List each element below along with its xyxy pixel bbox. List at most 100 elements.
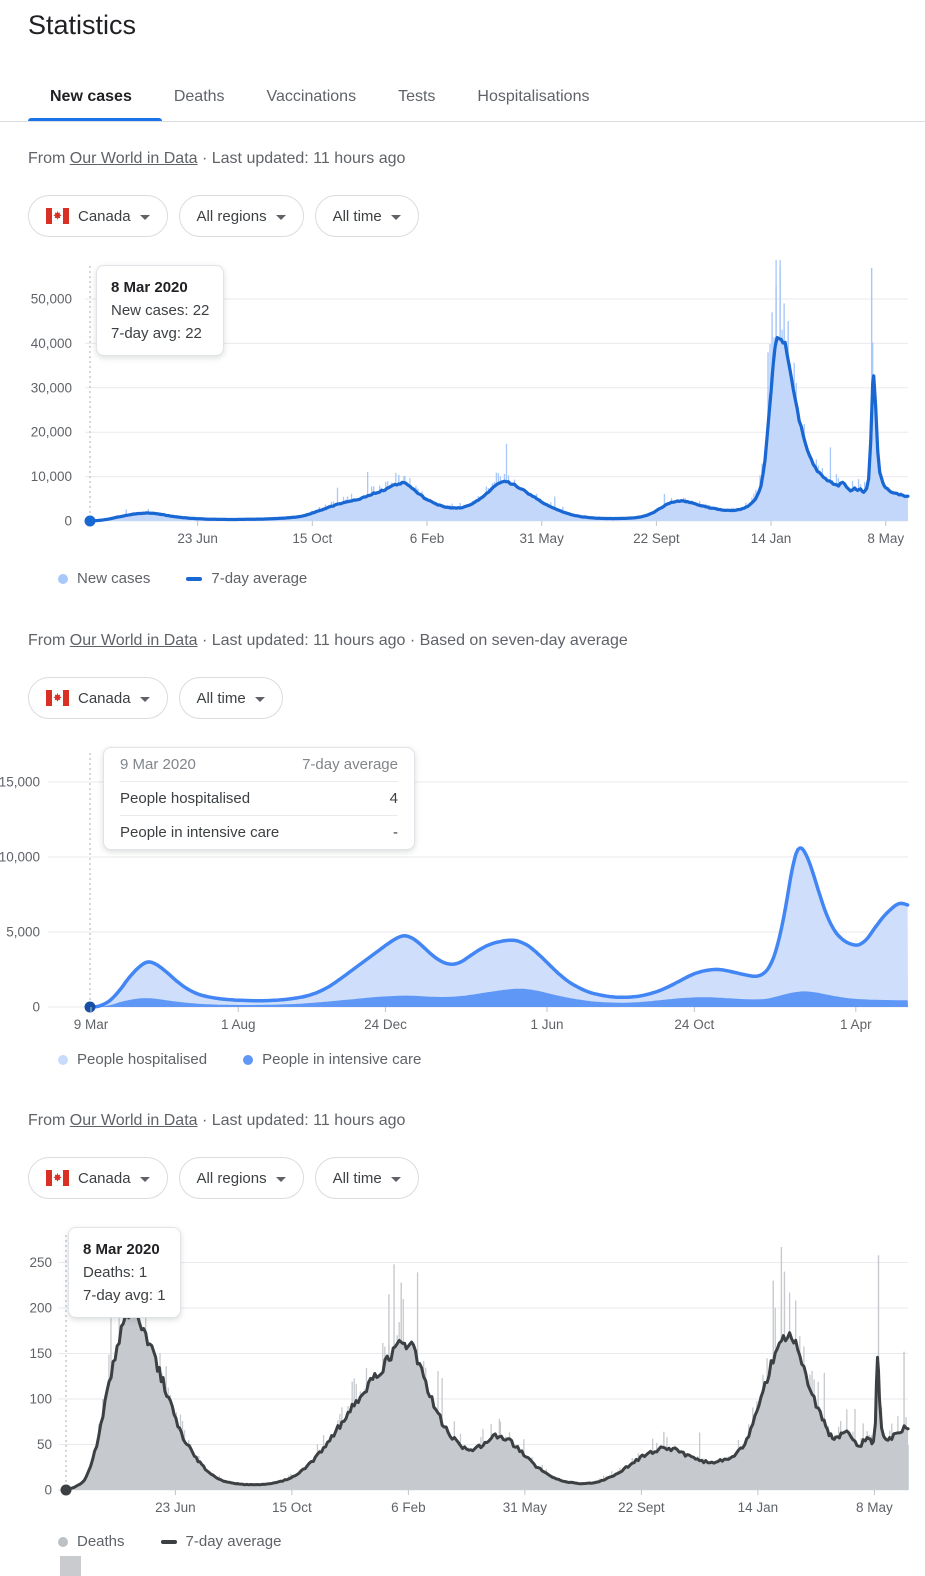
x-axis-label: 24 Dec (364, 1017, 407, 1032)
x-axis-label: 15 Oct (272, 1500, 312, 1515)
y-axis-label: 0 (64, 514, 72, 529)
y-axis-label: 50,000 (31, 292, 72, 307)
canada-flag-icon (45, 689, 70, 707)
region-dropdown[interactable]: All regions (178, 195, 304, 237)
daily-bar-spike (903, 1351, 905, 1490)
tab-vaccinations[interactable]: Vaccinations (266, 88, 357, 105)
x-axis-label: 6 Feb (391, 1500, 426, 1515)
source-line-2: From Our World in Data · Last updated: 1… (28, 632, 628, 650)
source-suffix: · Last updated: 11 hours ago · Based on … (201, 632, 628, 649)
x-axis-label: 8 May (867, 531, 904, 546)
y-axis-label: 15,000 (0, 775, 40, 790)
time-dropdown[interactable]: All time (314, 1157, 419, 1199)
source-prefix: From (28, 150, 66, 167)
tab-hospitalisations[interactable]: Hospitalisations (477, 88, 590, 105)
legend-dot-icon (58, 1536, 68, 1547)
legend-label: New cases (77, 570, 151, 587)
legend-item: 7-day average (186, 570, 307, 587)
filter-row-3: Canada All regions All time (28, 1157, 419, 1199)
tab-tests[interactable]: Tests (398, 88, 436, 105)
chevron-down-icon (275, 1176, 286, 1182)
tooltip-avg: 7-day avg: 1 (83, 1287, 166, 1304)
tab-deaths[interactable]: Deaths (173, 88, 225, 105)
y-axis-label: 10,000 (31, 469, 72, 484)
tab-bar: New cases Deaths Vaccinations Tests Hosp… (50, 88, 589, 106)
avg-area (66, 1308, 909, 1490)
chart-legend: Deaths 7-day average (58, 1533, 281, 1550)
chevron-down-icon (139, 696, 150, 702)
tooltip-row-label: People hospitalised (120, 790, 251, 807)
x-axis-label: 31 May (503, 1500, 548, 1515)
page-title: Statistics (28, 10, 137, 40)
country-dropdown[interactable]: Canada (28, 677, 168, 719)
x-axis-label: 23 Jun (177, 531, 218, 546)
x-axis-label: 8 May (856, 1500, 893, 1515)
x-axis-label: 1 Apr (840, 1017, 872, 1032)
time-dropdown-label: All time (332, 1169, 382, 1187)
x-axis-label: 1 Aug (221, 1017, 256, 1032)
region-dropdown-label: All regions (196, 1169, 267, 1187)
source-prefix: From (28, 632, 66, 649)
country-dropdown-label: Canada (78, 207, 131, 225)
x-axis-label: 22 Sept (633, 531, 680, 546)
x-axis-label: 1 Jun (531, 1017, 564, 1032)
legend-item: People hospitalised (58, 1051, 207, 1068)
tooltip-date: 8 Mar 2020 (83, 1241, 160, 1258)
region-dropdown[interactable]: All regions (178, 1157, 304, 1199)
chevron-down-icon (139, 214, 150, 220)
source-link[interactable]: Our World in Data (69, 1112, 198, 1129)
filter-row-1: Canada All regions All time (28, 195, 419, 237)
chevron-down-icon (390, 1176, 401, 1182)
y-axis-label: 200 (29, 1301, 52, 1316)
x-axis-label: 9 Mar (74, 1017, 109, 1032)
daily-bar (907, 1444, 909, 1490)
avg-line (88, 335, 910, 523)
avg-line (64, 1306, 910, 1491)
x-axis-label: 14 Jan (738, 1500, 779, 1515)
tooltip-date: 9 Mar 2020 (120, 756, 196, 773)
country-dropdown-label: Canada (78, 1169, 131, 1187)
legend-label: 7-day average (185, 1533, 282, 1550)
tab-new-cases[interactable]: New cases (50, 88, 132, 105)
y-axis-label: 30,000 (31, 380, 72, 395)
new-cases-chart[interactable]: 0 10,000 20,000 30,000 40,000 50,000 23 Jun 15 … (0, 250, 925, 558)
time-dropdown[interactable]: All time (178, 677, 283, 719)
tooltip-value: New cases: 22 (111, 302, 210, 319)
hover-point-dot (84, 515, 96, 527)
country-dropdown-label: Canada (78, 689, 131, 707)
x-axis-label: 6 Feb (410, 531, 445, 546)
y-axis-label: 20,000 (31, 425, 72, 440)
chevron-down-icon (275, 214, 286, 220)
source-suffix: · Last updated: 11 hours ago (201, 1112, 406, 1129)
hospitalised-area (91, 848, 908, 1007)
legend-label: People in intensive care (262, 1051, 422, 1068)
source-link[interactable]: Our World in Data (69, 632, 198, 649)
x-axis-label: 15 Oct (292, 531, 332, 546)
x-axis-label: 24 Oct (674, 1017, 714, 1032)
time-dropdown-label: All time (332, 207, 382, 225)
deaths-chart[interactable]: 0 50 100 150 200 250 23 Jun 15 Oct 6 Feb 31 May 22… (0, 1225, 925, 1525)
chart-tooltip: 9 Mar 2020 7-day average People hospital… (103, 747, 415, 850)
source-prefix: From (28, 1112, 66, 1129)
source-link[interactable]: Our World in Data (69, 150, 198, 167)
time-dropdown[interactable]: All time (314, 195, 419, 237)
filter-row-2: Canada All time (28, 677, 283, 719)
chart-tooltip: 8 Mar 2020 Deaths: 1 7-day avg: 1 (68, 1227, 181, 1318)
country-dropdown[interactable]: Canada (28, 1157, 168, 1199)
legend-label: Deaths (77, 1533, 125, 1550)
y-axis-label: 0 (44, 1483, 52, 1498)
country-dropdown[interactable]: Canada (28, 195, 168, 237)
canada-flag-icon (45, 1169, 70, 1187)
y-axis-label: 50 (37, 1437, 52, 1452)
x-axis-label: 31 May (520, 531, 565, 546)
chevron-down-icon (139, 1176, 150, 1182)
tooltip-value: Deaths: 1 (83, 1264, 148, 1281)
y-axis-label: 150 (29, 1346, 52, 1361)
y-axis-label: 5,000 (6, 925, 40, 940)
legend-label: 7-day average (211, 570, 308, 587)
x-axis-label: 23 Jun (155, 1500, 196, 1515)
legend-item: 7-day average (160, 1533, 282, 1550)
hospitalisations-chart[interactable]: 0 5,000 10,000 15,000 9 Mar 1 Aug 24 Dec 1 Jun 2… (0, 745, 925, 1045)
tooltip-date: 8 Mar 2020 (111, 279, 188, 296)
